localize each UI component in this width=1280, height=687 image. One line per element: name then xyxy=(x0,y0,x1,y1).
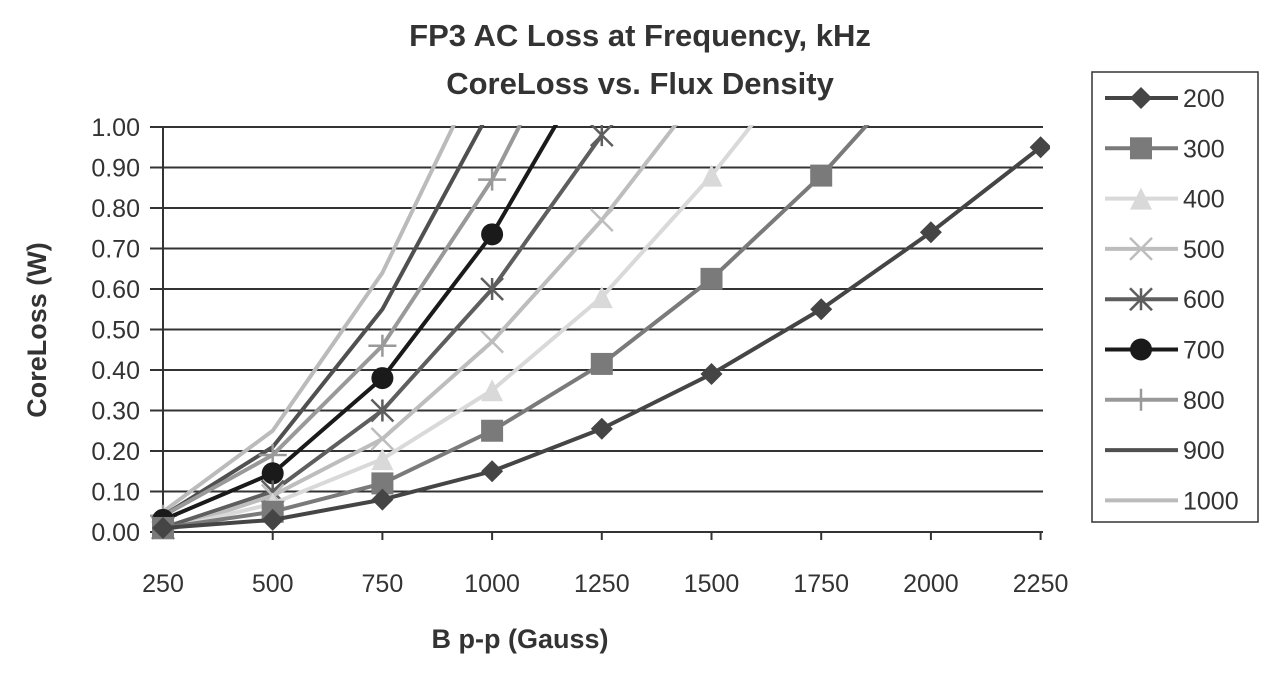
legend-label: 600 xyxy=(1183,286,1225,314)
legend-label: 700 xyxy=(1183,337,1225,365)
y-tick-label: 0.10 xyxy=(91,479,140,507)
x-tick-label: 1500 xyxy=(684,570,740,598)
data-point-300 xyxy=(920,43,942,65)
data-point-200 xyxy=(810,298,833,321)
data-point-200 xyxy=(590,417,613,440)
y-tick-label: 0.00 xyxy=(91,519,140,547)
series-group xyxy=(150,43,1050,540)
legend-marker-icon xyxy=(1127,388,1155,411)
legend-item-400: 400 xyxy=(1105,186,1225,214)
series-700 xyxy=(152,125,559,531)
data-point-300 xyxy=(481,419,504,442)
data-point-200 xyxy=(919,221,942,244)
legend-box xyxy=(1091,71,1259,523)
series-line-900 xyxy=(161,125,485,518)
data-point-600 xyxy=(480,277,504,301)
legend-label: 900 xyxy=(1183,437,1225,465)
data-point-200 xyxy=(1029,136,1050,159)
y-tick-label: 0.50 xyxy=(91,317,140,345)
y-tick-label: 0.70 xyxy=(91,236,140,264)
legend-marker-icon xyxy=(1129,287,1153,312)
data-point-200 xyxy=(700,363,723,386)
legend-item-800: 800 xyxy=(1105,387,1225,415)
data-point-700 xyxy=(261,462,284,485)
data-point-500 xyxy=(589,208,614,233)
data-point-300 xyxy=(590,352,613,375)
y-tick-label: 0.20 xyxy=(91,438,140,466)
x-axis-label: B p-p (Gauss) xyxy=(431,624,608,654)
y-tick-label: 0.40 xyxy=(91,357,140,385)
y-axis-label: CoreLoss (W) xyxy=(22,242,52,418)
data-point-200 xyxy=(261,508,284,531)
x-tick-label: 1250 xyxy=(574,570,630,598)
legend-marker-icon xyxy=(1130,187,1152,210)
legend-item-300: 300 xyxy=(1105,135,1225,163)
data-point-200 xyxy=(481,460,504,483)
legend: 200 300 400 500 600 700 800 900 1000 xyxy=(1091,71,1259,523)
legend-item-1000: 1000 xyxy=(1105,487,1239,515)
legend-marker-icon xyxy=(1130,338,1152,361)
x-tick-label: 250 xyxy=(142,570,184,598)
series-200 xyxy=(152,136,1050,539)
data-point-700 xyxy=(481,223,504,246)
ticks: 0.00 0.10 0.20 0.30 0.40 0.50 0.60 0.70 0.80 0.90… xyxy=(91,114,1068,598)
data-point-800 xyxy=(478,168,507,191)
data-point-800 xyxy=(368,334,397,357)
legend-marker-icon xyxy=(1129,237,1153,261)
legend-label: 300 xyxy=(1183,135,1225,163)
x-tick-label: 500 xyxy=(252,570,294,598)
legend-item-900: 900 xyxy=(1105,437,1225,465)
data-point-300 xyxy=(371,472,394,495)
data-point-200 xyxy=(371,488,394,511)
data-point-500 xyxy=(370,426,395,451)
series-line-500 xyxy=(162,125,678,534)
x-tick-label: 1750 xyxy=(793,570,849,598)
legend-item-500: 500 xyxy=(1105,236,1225,264)
y-tick-label: 1.00 xyxy=(91,114,140,142)
y-tick-label: 0.80 xyxy=(91,195,140,223)
data-point-400 xyxy=(481,379,504,402)
x-tick-label: 1000 xyxy=(464,570,520,598)
y-tick-label: 0.60 xyxy=(91,276,140,304)
legend-label: 400 xyxy=(1183,186,1225,214)
series-line-300 xyxy=(162,125,870,530)
data-point-400 xyxy=(700,164,723,187)
data-point-300 xyxy=(810,164,833,187)
data-point-600 xyxy=(589,125,614,147)
grid xyxy=(150,126,1043,540)
series-line-1000 xyxy=(161,125,457,514)
legend-label: 500 xyxy=(1183,236,1225,264)
data-point-700 xyxy=(371,367,394,390)
chart-title: FP3 AC Loss at Frequency, kHz xyxy=(409,18,871,53)
data-point-400 xyxy=(371,448,394,471)
y-tick-label: 0.90 xyxy=(91,155,140,183)
legend-item-600: 600 xyxy=(1105,286,1225,314)
legend-label: 800 xyxy=(1183,387,1225,415)
y-tick-label: 0.30 xyxy=(91,398,140,426)
series-line-200 xyxy=(162,145,1042,530)
legend-item-200: 200 xyxy=(1105,85,1225,113)
data-point-500 xyxy=(480,329,504,354)
x-tick-label: 750 xyxy=(362,570,404,598)
x-tick-label: 2000 xyxy=(903,570,959,598)
series-900 xyxy=(161,125,485,518)
data-point-400 xyxy=(590,286,613,309)
legend-marker-icon xyxy=(1130,87,1152,109)
legend-label: 200 xyxy=(1183,85,1225,113)
x-tick-label: 2250 xyxy=(1013,570,1069,598)
chart-subtitle: CoreLoss vs. Flux Density xyxy=(446,66,834,101)
data-point-300 xyxy=(700,267,723,290)
data-point-600 xyxy=(370,398,395,423)
legend-item-700: 700 xyxy=(1105,337,1225,365)
legend-marker-icon xyxy=(1130,137,1152,160)
series-1000 xyxy=(161,125,457,514)
data-point-200 xyxy=(152,516,174,539)
legend-label: 1000 xyxy=(1183,487,1239,515)
